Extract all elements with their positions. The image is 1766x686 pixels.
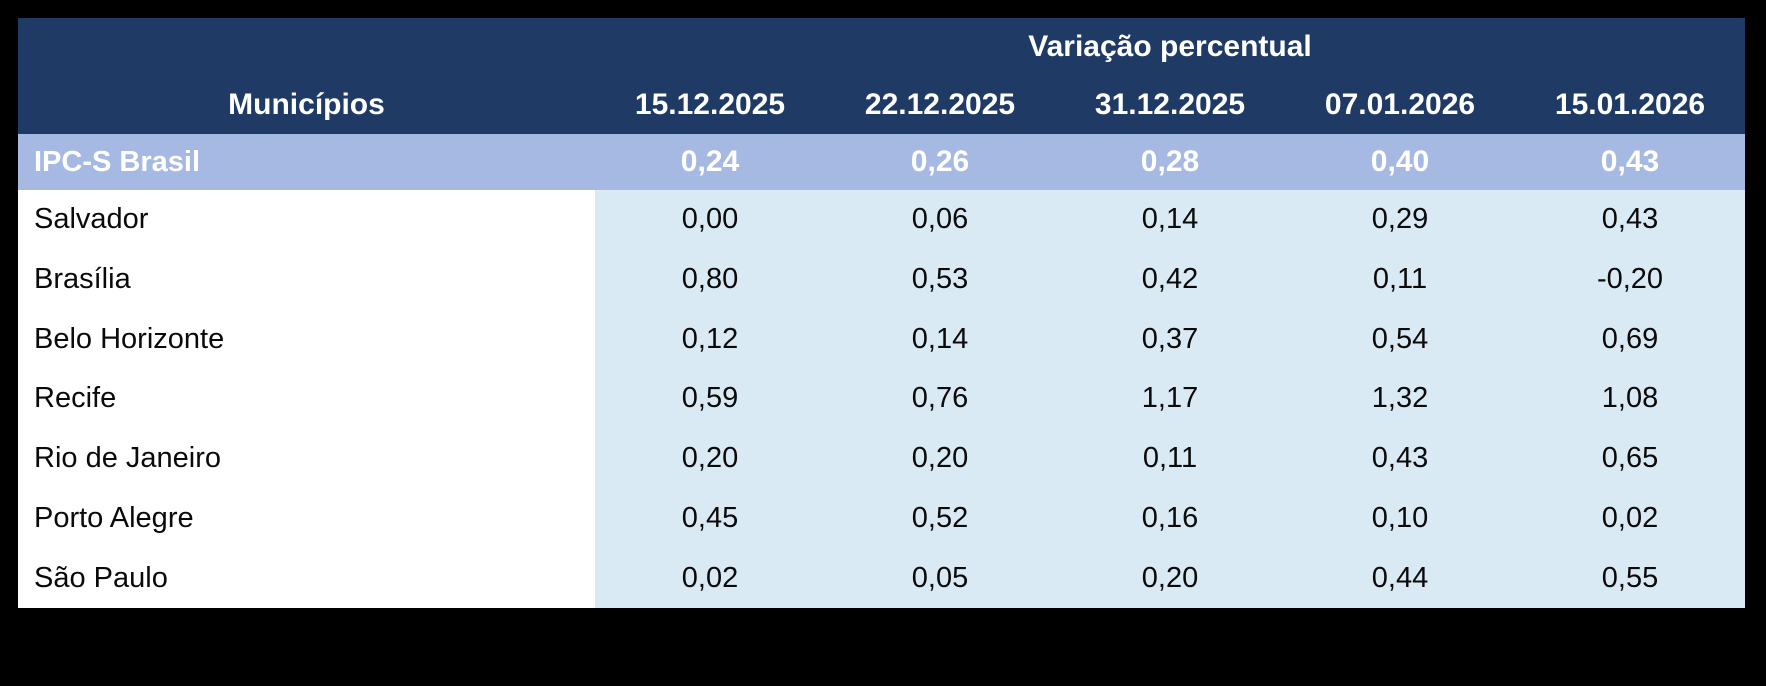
value-cell: 1,32: [1285, 369, 1515, 429]
summary-value: 0,43: [1515, 134, 1745, 190]
summary-value: 0,26: [825, 134, 1055, 190]
value-cell: 0,02: [1515, 488, 1745, 549]
value-cell: 1,17: [1055, 369, 1285, 429]
date-header-1: 15.12.2025: [595, 76, 825, 134]
ipcs-variation-table: Variação percentual Municípios 15.12.202…: [18, 18, 1745, 608]
value-cell: 0,14: [1055, 190, 1285, 250]
value-cell: 0,05: [825, 548, 1055, 608]
value-cell: 0,02: [595, 548, 825, 608]
value-cell: 0,14: [825, 309, 1055, 370]
value-cell: 0,11: [1285, 249, 1515, 310]
value-cell: 0,43: [1515, 190, 1745, 250]
value-cell: 0,44: [1285, 548, 1515, 608]
value-cell: 0,59: [595, 369, 825, 429]
row-label: Brasília: [18, 249, 595, 310]
value-cell: 0,10: [1285, 488, 1515, 549]
date-header-2: 22.12.2025: [825, 76, 1055, 134]
value-cell: 0,29: [1285, 190, 1515, 250]
date-header-4: 07.01.2026: [1285, 76, 1515, 134]
value-cell: 0,42: [1055, 249, 1285, 310]
row-label: Rio de Janeiro: [18, 428, 595, 489]
header-corner-cell: [18, 18, 595, 76]
summary-value: 0,40: [1285, 134, 1515, 190]
row-label: Porto Alegre: [18, 488, 595, 549]
row-label: Salvador: [18, 190, 595, 250]
date-header-5: 15.01.2026: [1515, 76, 1745, 134]
row-label: Belo Horizonte: [18, 309, 595, 370]
value-cell: 0,20: [595, 428, 825, 489]
value-cell: 0,55: [1515, 548, 1745, 608]
value-cell: 0,20: [1055, 548, 1285, 608]
value-cell: 0,16: [1055, 488, 1285, 549]
value-cell: 0,69: [1515, 309, 1745, 370]
value-cell: 0,00: [595, 190, 825, 250]
value-cell: 0,20: [825, 428, 1055, 489]
value-cell: 0,37: [1055, 309, 1285, 370]
summary-value: 0,28: [1055, 134, 1285, 190]
value-cell: 0,52: [825, 488, 1055, 549]
value-cell: 0,65: [1515, 428, 1745, 489]
value-cell: 0,45: [595, 488, 825, 549]
summary-value: 0,24: [595, 134, 825, 190]
group-header: Variação percentual: [595, 18, 1745, 76]
value-cell: 0,06: [825, 190, 1055, 250]
value-cell: 0,54: [1285, 309, 1515, 370]
value-cell: 0,53: [825, 249, 1055, 310]
municipios-header: Municípios: [18, 76, 595, 134]
value-cell: 0,76: [825, 369, 1055, 429]
row-label: São Paulo: [18, 548, 595, 608]
value-cell: -0,20: [1515, 249, 1745, 310]
value-cell: 0,11: [1055, 428, 1285, 489]
summary-row-label: IPC-S Brasil: [18, 134, 595, 190]
value-cell: 0,43: [1285, 428, 1515, 489]
date-header-3: 31.12.2025: [1055, 76, 1285, 134]
value-cell: 0,12: [595, 309, 825, 370]
value-cell: 0,80: [595, 249, 825, 310]
row-label: Recife: [18, 369, 595, 429]
value-cell: 1,08: [1515, 369, 1745, 429]
